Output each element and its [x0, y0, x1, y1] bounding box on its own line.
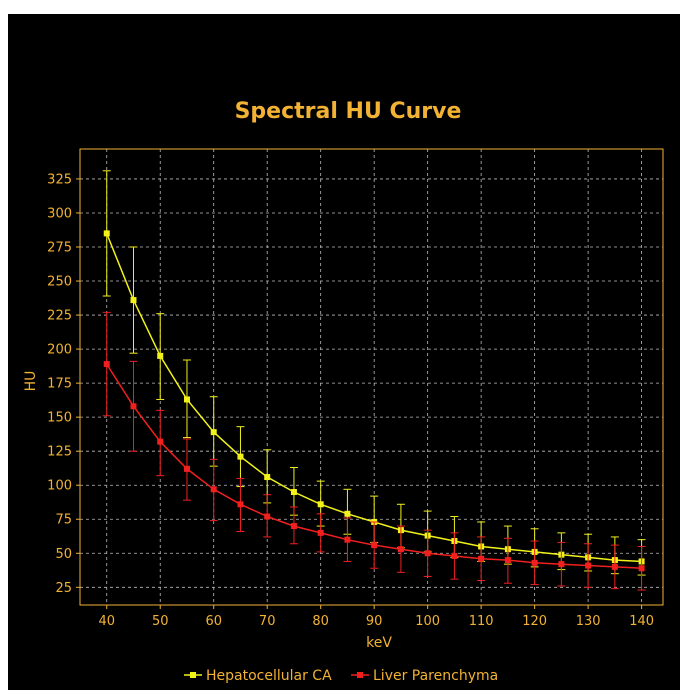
series-layer: [102, 170, 646, 591]
x-tick-label: 60: [205, 614, 222, 629]
y-tick-label: 300: [47, 206, 72, 221]
data-point: [344, 510, 351, 517]
data-point: [290, 523, 297, 530]
legend-swatch-marker: [357, 672, 363, 678]
y-tick-label: 175: [47, 377, 72, 392]
data-point: [103, 230, 110, 237]
data-point: [451, 552, 458, 559]
y-tick-label: 225: [47, 309, 72, 324]
y-tick-label: 200: [47, 343, 72, 358]
data-point: [531, 559, 538, 566]
plot-area: [79, 148, 664, 606]
data-point: [157, 352, 164, 359]
data-point: [290, 489, 297, 496]
data-point: [611, 563, 618, 570]
x-tick-label: 40: [98, 614, 115, 629]
data-point: [397, 546, 404, 553]
data-point: [183, 396, 190, 403]
y-axis-ticks: 25 50 75 100 125 150 175 200 225 250 275 300 325: [47, 172, 80, 596]
x-tick-label: 110: [469, 614, 494, 629]
y-tick-label: 250: [47, 275, 72, 290]
x-tick-label: 80: [312, 614, 329, 629]
x-tick-label: 70: [259, 614, 276, 629]
data-point: [638, 565, 645, 572]
data-point: [504, 557, 511, 564]
legend-label: Hepatocellular CA: [206, 668, 332, 684]
data-point: [585, 562, 592, 569]
legend-item[interactable]: Hepatocellular CA: [184, 668, 332, 684]
data-point: [183, 465, 190, 472]
data-point: [210, 429, 217, 436]
chart-svg: Spectral HU Curve 2550751001251501752002…: [23, 99, 664, 684]
data-point: [424, 550, 431, 557]
x-tick-label: 140: [629, 614, 654, 629]
data-point: [317, 529, 324, 536]
y-tick-label: 50: [55, 547, 72, 562]
data-point: [264, 513, 271, 520]
x-axis-label: keV: [366, 635, 392, 651]
data-point: [558, 561, 565, 568]
data-point: [130, 297, 137, 304]
y-tick-label: 275: [47, 241, 72, 256]
legend-item[interactable]: Liver Parenchyma: [351, 668, 498, 684]
y-tick-label: 25: [55, 581, 72, 596]
x-axis-ticks: 40 50 60 70 80 90 100 110 120 130 140: [98, 605, 654, 629]
data-point: [237, 453, 244, 460]
x-tick-label: 50: [152, 614, 169, 629]
y-tick-label: 325: [47, 172, 72, 187]
data-point: [103, 361, 110, 368]
data-point: [264, 474, 271, 481]
chart-title: Spectral HU Curve: [235, 99, 462, 124]
data-point: [344, 536, 351, 543]
data-point: [478, 555, 485, 562]
legend-label: Liver Parenchyma: [373, 668, 498, 684]
data-point: [371, 542, 378, 549]
x-tick-label: 100: [415, 614, 440, 629]
y-tick-label: 150: [47, 411, 72, 426]
data-point: [210, 486, 217, 493]
legend[interactable]: Hepatocellular CA Liver Parenchyma: [184, 668, 498, 684]
y-tick-label: 125: [47, 445, 72, 460]
y-tick-label: 100: [47, 479, 72, 494]
grid-lines: [80, 149, 663, 605]
data-point: [317, 501, 324, 508]
y-tick-label: 75: [55, 513, 72, 528]
data-point: [130, 403, 137, 410]
x-tick-label: 90: [366, 614, 383, 629]
legend-swatch-marker: [190, 672, 196, 678]
data-point: [237, 501, 244, 508]
x-tick-label: 120: [522, 614, 547, 629]
series-liver-parenchyma: [102, 311, 646, 591]
data-point: [157, 438, 164, 445]
y-axis-label: HU: [23, 371, 39, 392]
chart-frame: Spectral HU Curve 25 50 75 100 125 150 175 200 2…: [8, 14, 680, 690]
x-tick-label: 130: [576, 614, 601, 629]
